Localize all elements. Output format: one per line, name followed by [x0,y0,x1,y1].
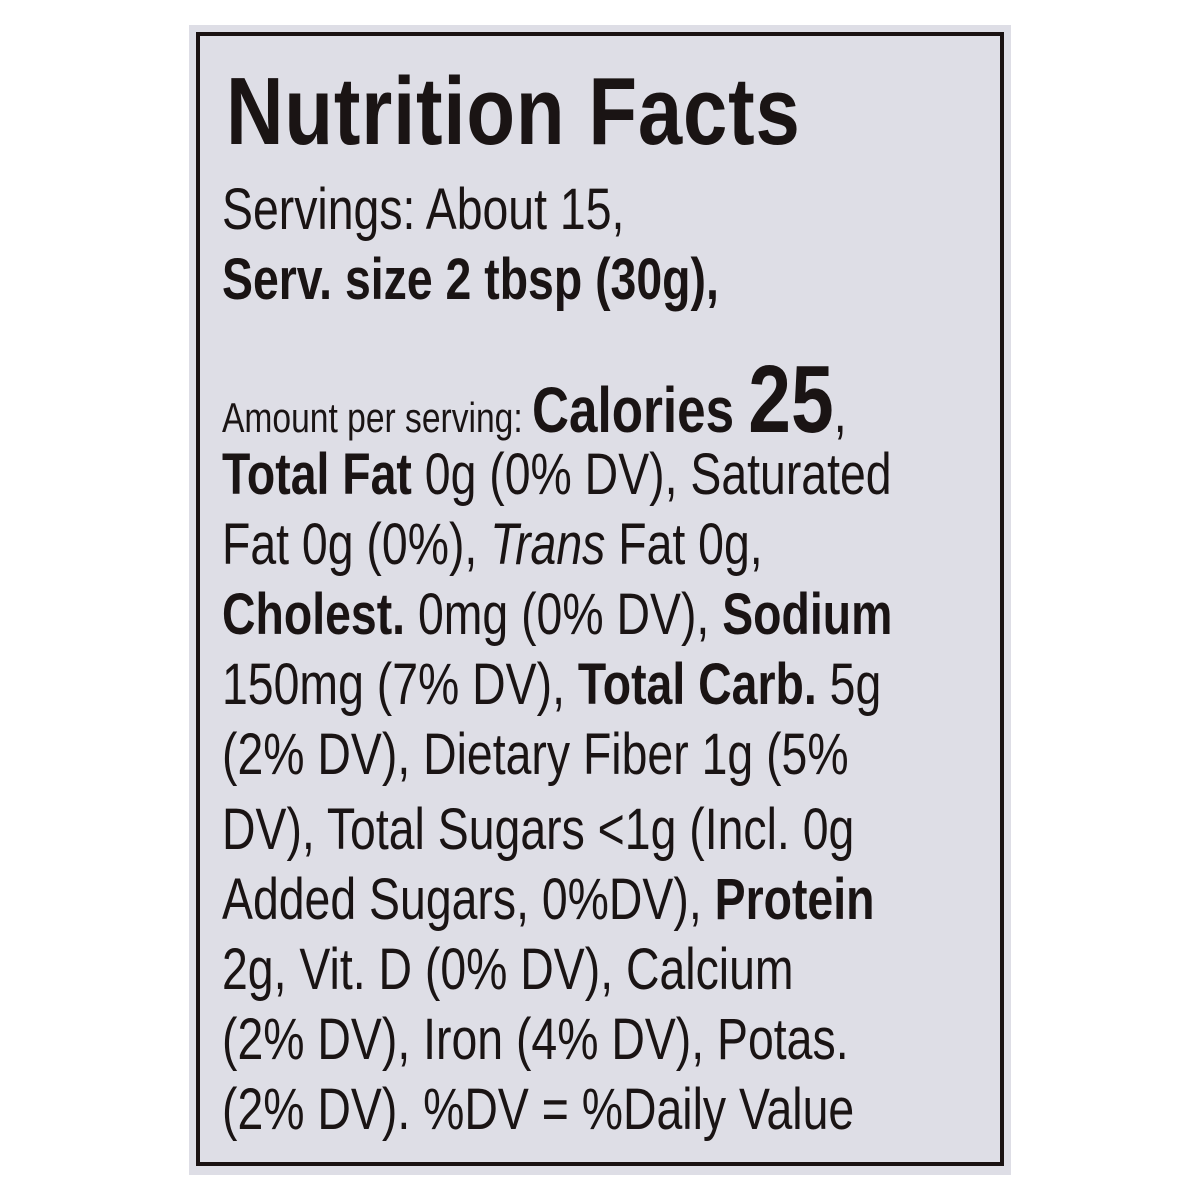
label-line: Fat 0g (0%), Trans Fat 0g, [222,510,763,580]
label-border [196,32,1004,1166]
label-line: 2g, Vit. D (0% DV), Calcium [222,935,794,1005]
label-line: (2% DV). %DV = %Daily Value [222,1075,854,1145]
label-text-segment: (2% DV). %DV = %Daily Value [222,1077,855,1142]
label-text-segment: 0mg (0% DV), [405,582,723,647]
label-text-segment: Sodium [722,582,893,647]
label-text-segment: , [833,380,847,445]
label-text-segment: Fat 0g (0%), [222,512,491,577]
label-line: Total Fat 0g (0% DV), Saturated [222,440,892,510]
label-text-segment: Servings: About 15, [222,177,625,242]
label-text-segment: Protein [714,867,875,932]
label-text-segment: Serv. size 2 tbsp (30g), [222,247,719,312]
label-text-segment: Added Sugars, 0%DV), [222,867,715,932]
label-text-segment: Amount per serving: [222,394,533,441]
label-line: (2% DV), Iron (4% DV), Potas. [222,1005,849,1075]
label-text-segment: 5g [816,652,882,717]
label-text-segment: 2g, Vit. D (0% DV), Calcium [222,937,794,1002]
label-line: Amount per serving: Calories 25, [222,350,847,468]
label-text-segment: Total Carb. [577,652,817,717]
label-text-segment: (2% DV), Dietary Fiber 1g (5% [222,722,849,787]
label-text-segment: 150mg (7% DV), [222,652,578,717]
label-line: Added Sugars, 0%DV), Protein [222,865,874,935]
label-line: 150mg (7% DV), Total Carb. 5g [222,650,881,720]
label-line: Cholest. 0mg (0% DV), Sodium [222,580,892,650]
nutrition-label-panel [189,25,1011,1175]
label-title: Nutrition Facts [226,58,801,165]
label-line: DV), Total Sugars <1g (Incl. 0g [222,795,854,865]
label-text-segment: 25 [748,346,834,453]
label-text-segment: DV), Total Sugars <1g (Incl. 0g [222,797,855,862]
label-text-segment: Cholest. [222,582,406,647]
label-line: Serv. size 2 tbsp (30g), [222,245,719,315]
label-text-segment: Total Fat [222,442,412,507]
label-text-segment: (2% DV), Iron (4% DV), Potas. [222,1007,849,1072]
label-line: Servings: About 15, [222,175,624,245]
label-text-segment: Calories [532,374,749,446]
label-text-segment: Trans [490,512,606,577]
label-line: (2% DV), Dietary Fiber 1g (5% [222,720,849,790]
label-text-segment: 0g (0% DV), Saturated [411,442,892,507]
label-text-segment: Fat 0g, [605,512,763,577]
